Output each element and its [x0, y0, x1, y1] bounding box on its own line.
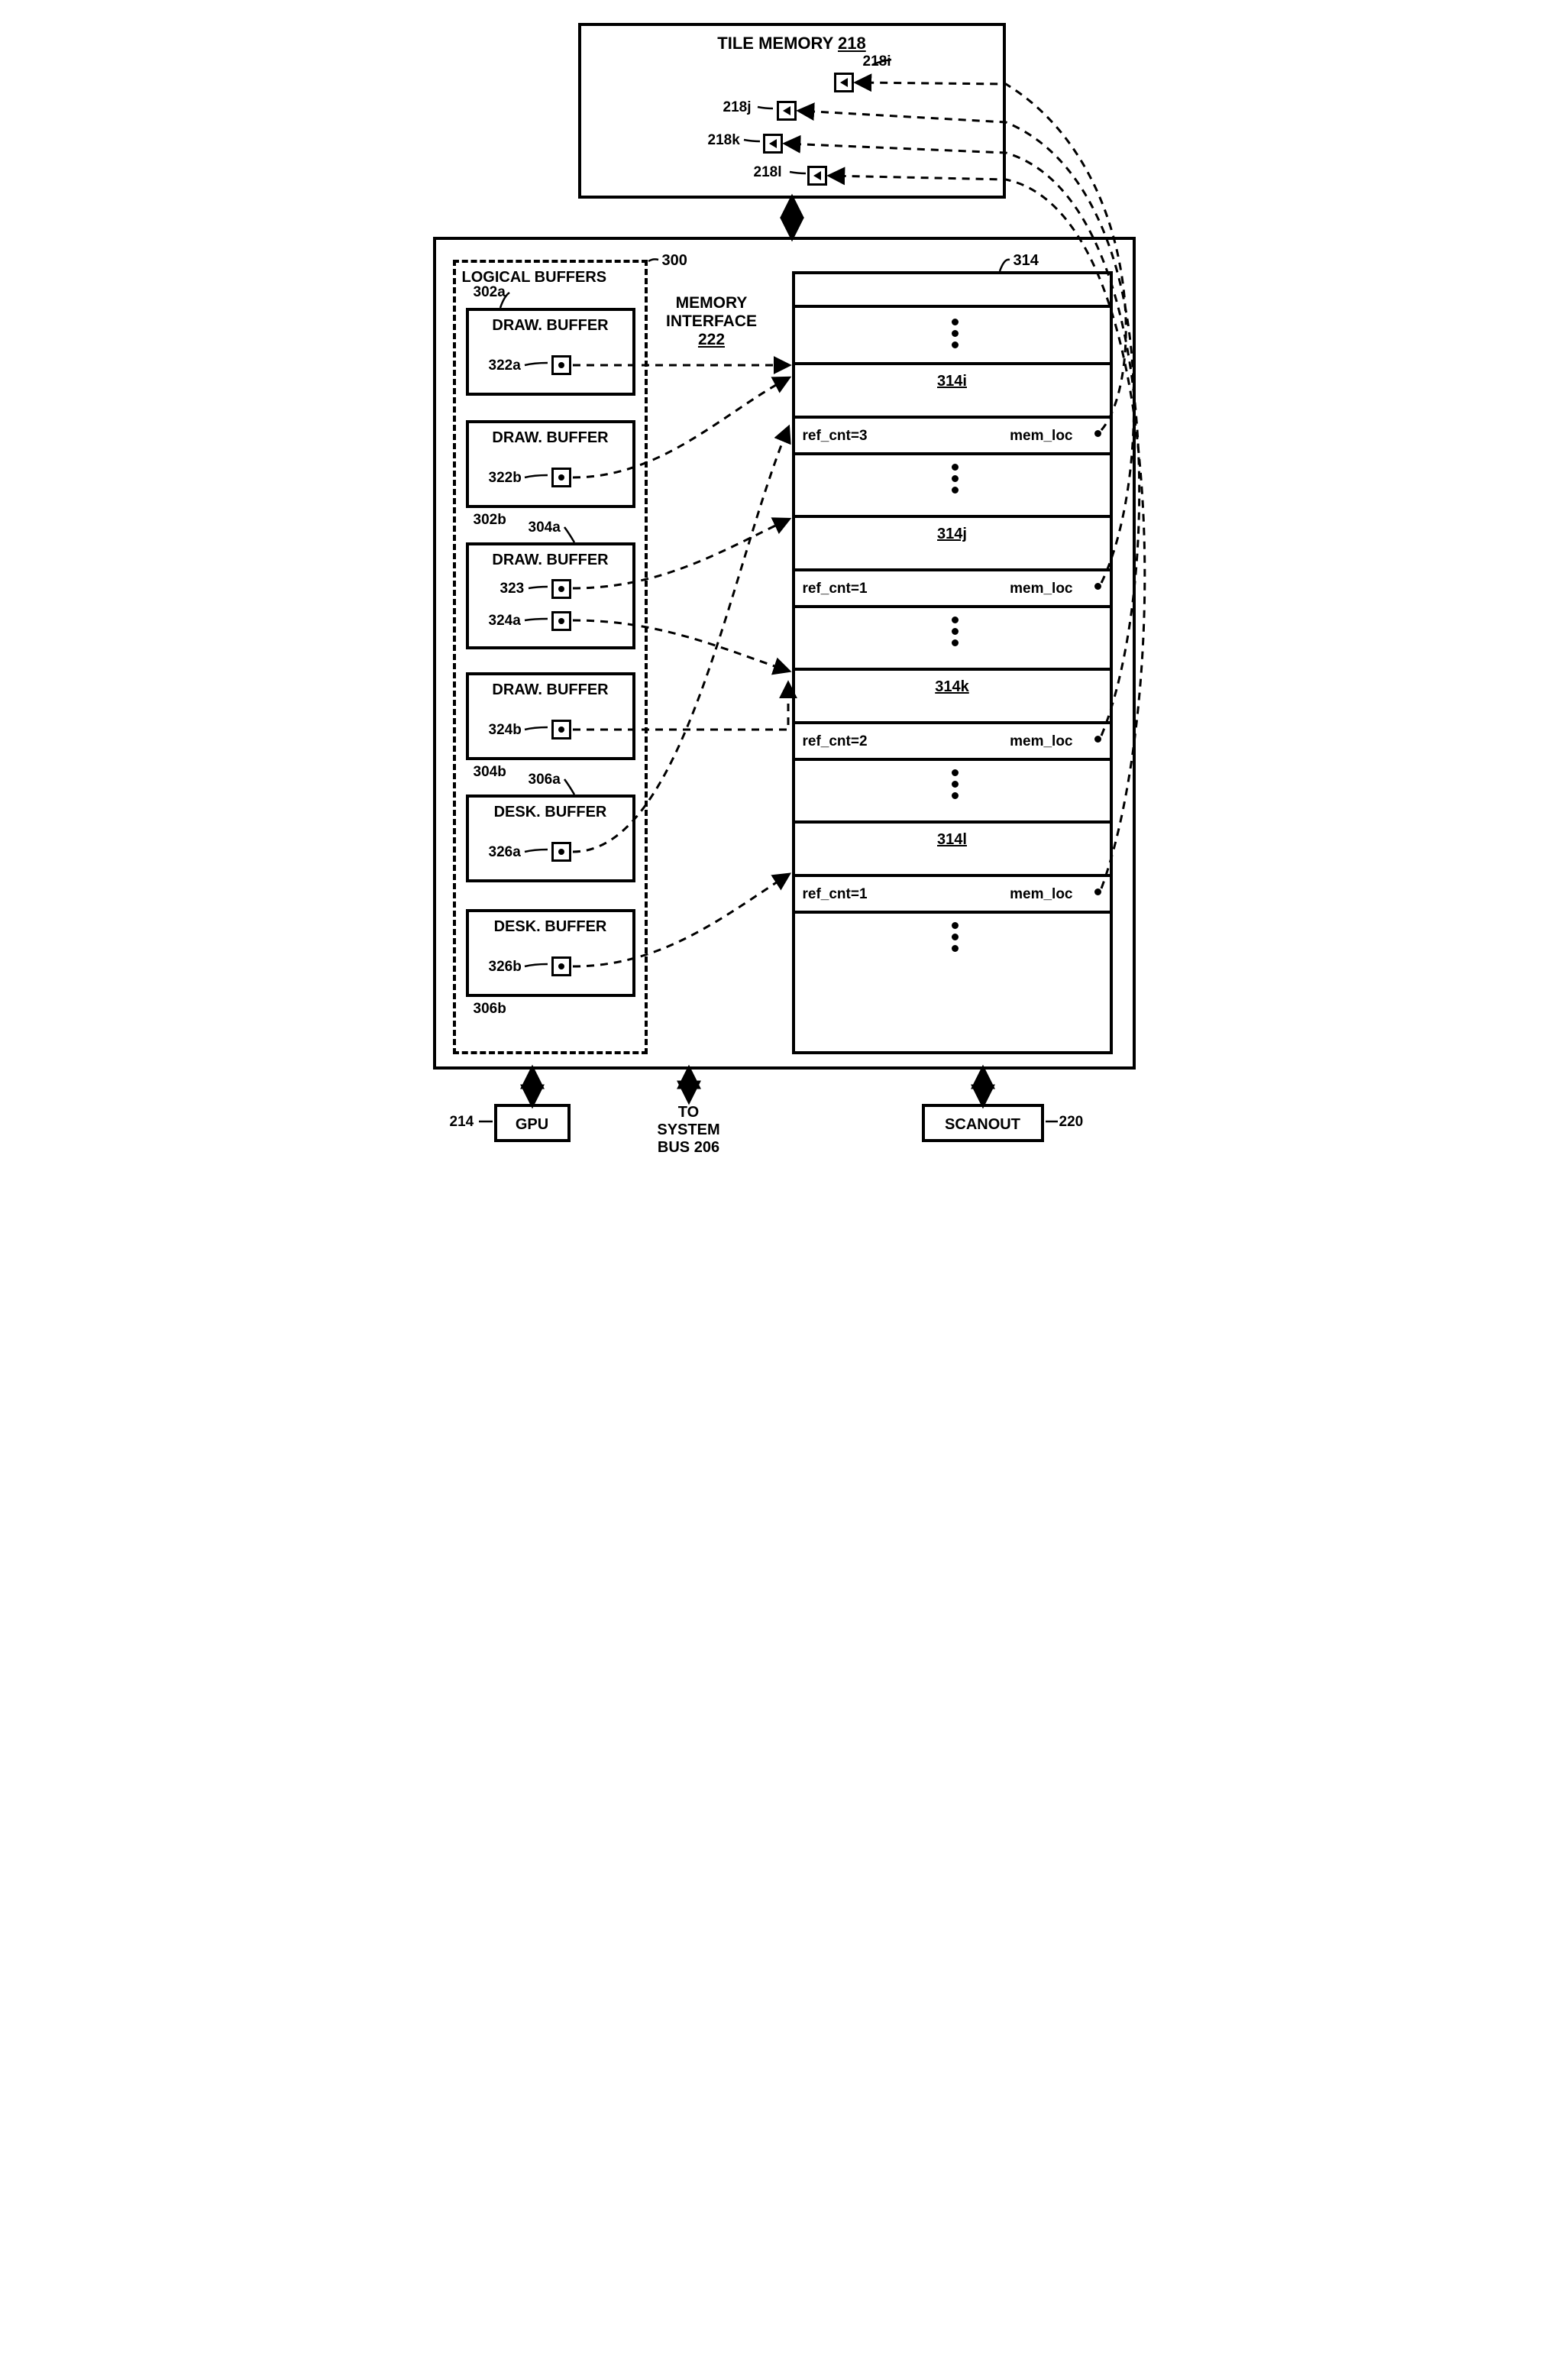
memloc-dot-j — [1094, 583, 1101, 590]
label-326b: 326b — [489, 959, 522, 976]
tt-314k-mem: mem_loc — [1010, 733, 1072, 750]
tile-218i — [834, 73, 854, 92]
ref-306b: 306b — [474, 1001, 506, 1018]
tile-table-ref: 314 — [1014, 252, 1039, 270]
tt-314j-id: 314j — [937, 526, 967, 542]
buffer-304a-title: DRAW. BUFFER — [469, 552, 632, 569]
tile-324a — [551, 611, 571, 631]
tile-218k-label: 218k — [708, 132, 740, 149]
label-322b: 322b — [489, 470, 522, 487]
tile-322a — [551, 355, 571, 375]
tt-header-row — [792, 271, 1113, 308]
ref-304b: 304b — [474, 764, 506, 781]
buffer-306b: DESK. BUFFER — [466, 909, 635, 997]
label-322a: 322a — [489, 358, 521, 374]
label-324b: 324b — [489, 722, 522, 739]
tt-entry-314i: 314i ref_cnt=3 mem_loc — [792, 362, 1113, 452]
tt-314i-mem: mem_loc — [1010, 428, 1072, 445]
buffer-304b-title: DRAW. BUFFER — [469, 681, 632, 699]
memloc-dot-i — [1094, 430, 1101, 437]
buffer-302b: DRAW. BUFFER — [466, 420, 635, 508]
scanout-label: SCANOUT — [925, 1116, 1041, 1134]
tt-314i-id: 314i — [937, 373, 967, 390]
buffer-306a: DESK. BUFFER — [466, 795, 635, 882]
ref-306a: 306a — [529, 772, 561, 788]
ref-304a: 304a — [529, 519, 561, 536]
ref-302a: 302a — [474, 284, 506, 301]
tile-326a — [551, 842, 571, 862]
vdots-1 — [952, 319, 959, 348]
bus-label: TO SYSTEM BUS 206 — [632, 1104, 746, 1157]
tile-memory-title: TILE MEMORY 218 — [581, 34, 1003, 53]
gpu-label: GPU — [497, 1116, 567, 1134]
memloc-dot-l — [1094, 888, 1101, 895]
tt-314l-mem: mem_loc — [1010, 886, 1072, 903]
tt-314l-row: ref_cnt=1 mem_loc — [792, 874, 1113, 914]
gpu-ref: 214 — [450, 1114, 474, 1131]
tile-218l — [807, 166, 827, 186]
tt-314k-refcnt: ref_cnt=2 — [803, 733, 868, 750]
tile-322b — [551, 468, 571, 487]
vdots-3 — [952, 617, 959, 646]
label-324a: 324a — [489, 613, 521, 629]
tile-218j — [777, 101, 797, 121]
tt-314l-refcnt: ref_cnt=1 — [803, 886, 868, 903]
tile-218i-label: 218i — [863, 53, 891, 70]
tt-314j-row: ref_cnt=1 mem_loc — [792, 568, 1113, 608]
label-323: 323 — [500, 581, 525, 597]
tt-314i-refcnt: ref_cnt=3 — [803, 428, 868, 445]
memory-interface-title: MEMORY INTERFACE 222 — [651, 294, 773, 349]
tt-314j-refcnt: ref_cnt=1 — [803, 581, 868, 597]
vdots-2 — [952, 464, 959, 494]
memloc-dot-k — [1094, 736, 1101, 743]
buffer-304a: DRAW. BUFFER — [466, 542, 635, 649]
tt-314k-id: 314k — [935, 678, 969, 695]
buffer-306b-title: DESK. BUFFER — [469, 918, 632, 936]
gpu-box: GPU — [494, 1104, 571, 1142]
tt-314i-row: ref_cnt=3 mem_loc — [792, 416, 1113, 455]
logical-buffers-ref: 300 — [662, 252, 687, 270]
tile-323 — [551, 579, 571, 599]
tile-218l-label: 218l — [754, 164, 782, 181]
label-326a: 326a — [489, 844, 521, 861]
tt-314j-mem: mem_loc — [1010, 581, 1072, 597]
buffer-304b: DRAW. BUFFER — [466, 672, 635, 760]
buffer-302a: DRAW. BUFFER — [466, 308, 635, 396]
tile-324b — [551, 720, 571, 740]
vdots-5 — [952, 922, 959, 952]
scanout-box: SCANOUT — [922, 1104, 1044, 1142]
tt-entry-314l: 314l ref_cnt=1 mem_loc — [792, 820, 1113, 911]
tile-218k — [763, 134, 783, 154]
tile-326b — [551, 956, 571, 976]
buffer-302b-title: DRAW. BUFFER — [469, 429, 632, 447]
ref-302b: 302b — [474, 512, 506, 529]
tile-218j-label: 218j — [723, 99, 752, 116]
tt-314l-id: 314l — [937, 831, 967, 848]
buffer-306a-title: DESK. BUFFER — [469, 804, 632, 821]
vdots-4 — [952, 769, 959, 799]
buffer-302a-title: DRAW. BUFFER — [469, 317, 632, 335]
tt-entry-314k: 314k ref_cnt=2 mem_loc — [792, 668, 1113, 758]
scanout-ref: 220 — [1059, 1114, 1084, 1131]
tt-entry-314j: 314j ref_cnt=1 mem_loc — [792, 515, 1113, 605]
tt-314k-row: ref_cnt=2 mem_loc — [792, 721, 1113, 761]
tile-table-box: TILE TABLE 314i ref_cnt=3 mem_loc 314j r… — [792, 271, 1113, 1054]
